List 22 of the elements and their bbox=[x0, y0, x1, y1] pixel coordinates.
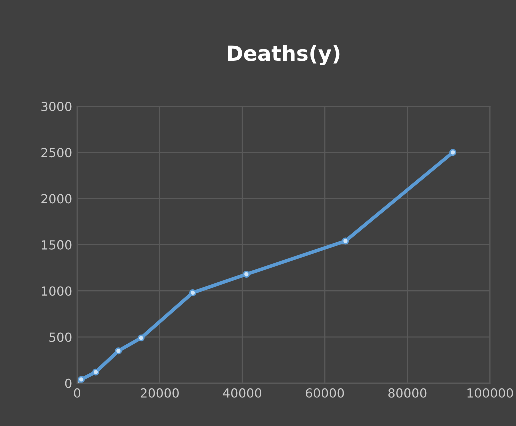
y-tick-label: 500 bbox=[50, 332, 72, 342]
chart-title: Deaths(y) bbox=[228, 45, 340, 66]
x-tick-label: 20000 bbox=[140, 388, 180, 398]
y-tick-label: 0 bbox=[65, 378, 72, 388]
point bbox=[138, 334, 145, 342]
x-tick-label: 100000 bbox=[468, 388, 514, 398]
point bbox=[78, 376, 85, 384]
x-tick-label: 60000 bbox=[306, 388, 344, 398]
x-tick-label: 0 bbox=[74, 388, 81, 398]
y-tick-label: 2500 bbox=[42, 148, 72, 158]
point bbox=[92, 368, 100, 376]
y-tick-label: 2000 bbox=[42, 194, 72, 204]
y-tick-label: 1500 bbox=[42, 240, 72, 250]
point bbox=[190, 289, 196, 296]
point bbox=[115, 348, 122, 355]
point bbox=[450, 149, 457, 156]
x-tick-label: 80000 bbox=[388, 388, 427, 398]
y-tick-label: 3000 bbox=[42, 102, 72, 112]
point bbox=[342, 238, 350, 245]
y-tick-label: 1000 bbox=[42, 286, 72, 296]
point bbox=[243, 271, 250, 278]
x-tick-label: 40000 bbox=[223, 388, 262, 398]
